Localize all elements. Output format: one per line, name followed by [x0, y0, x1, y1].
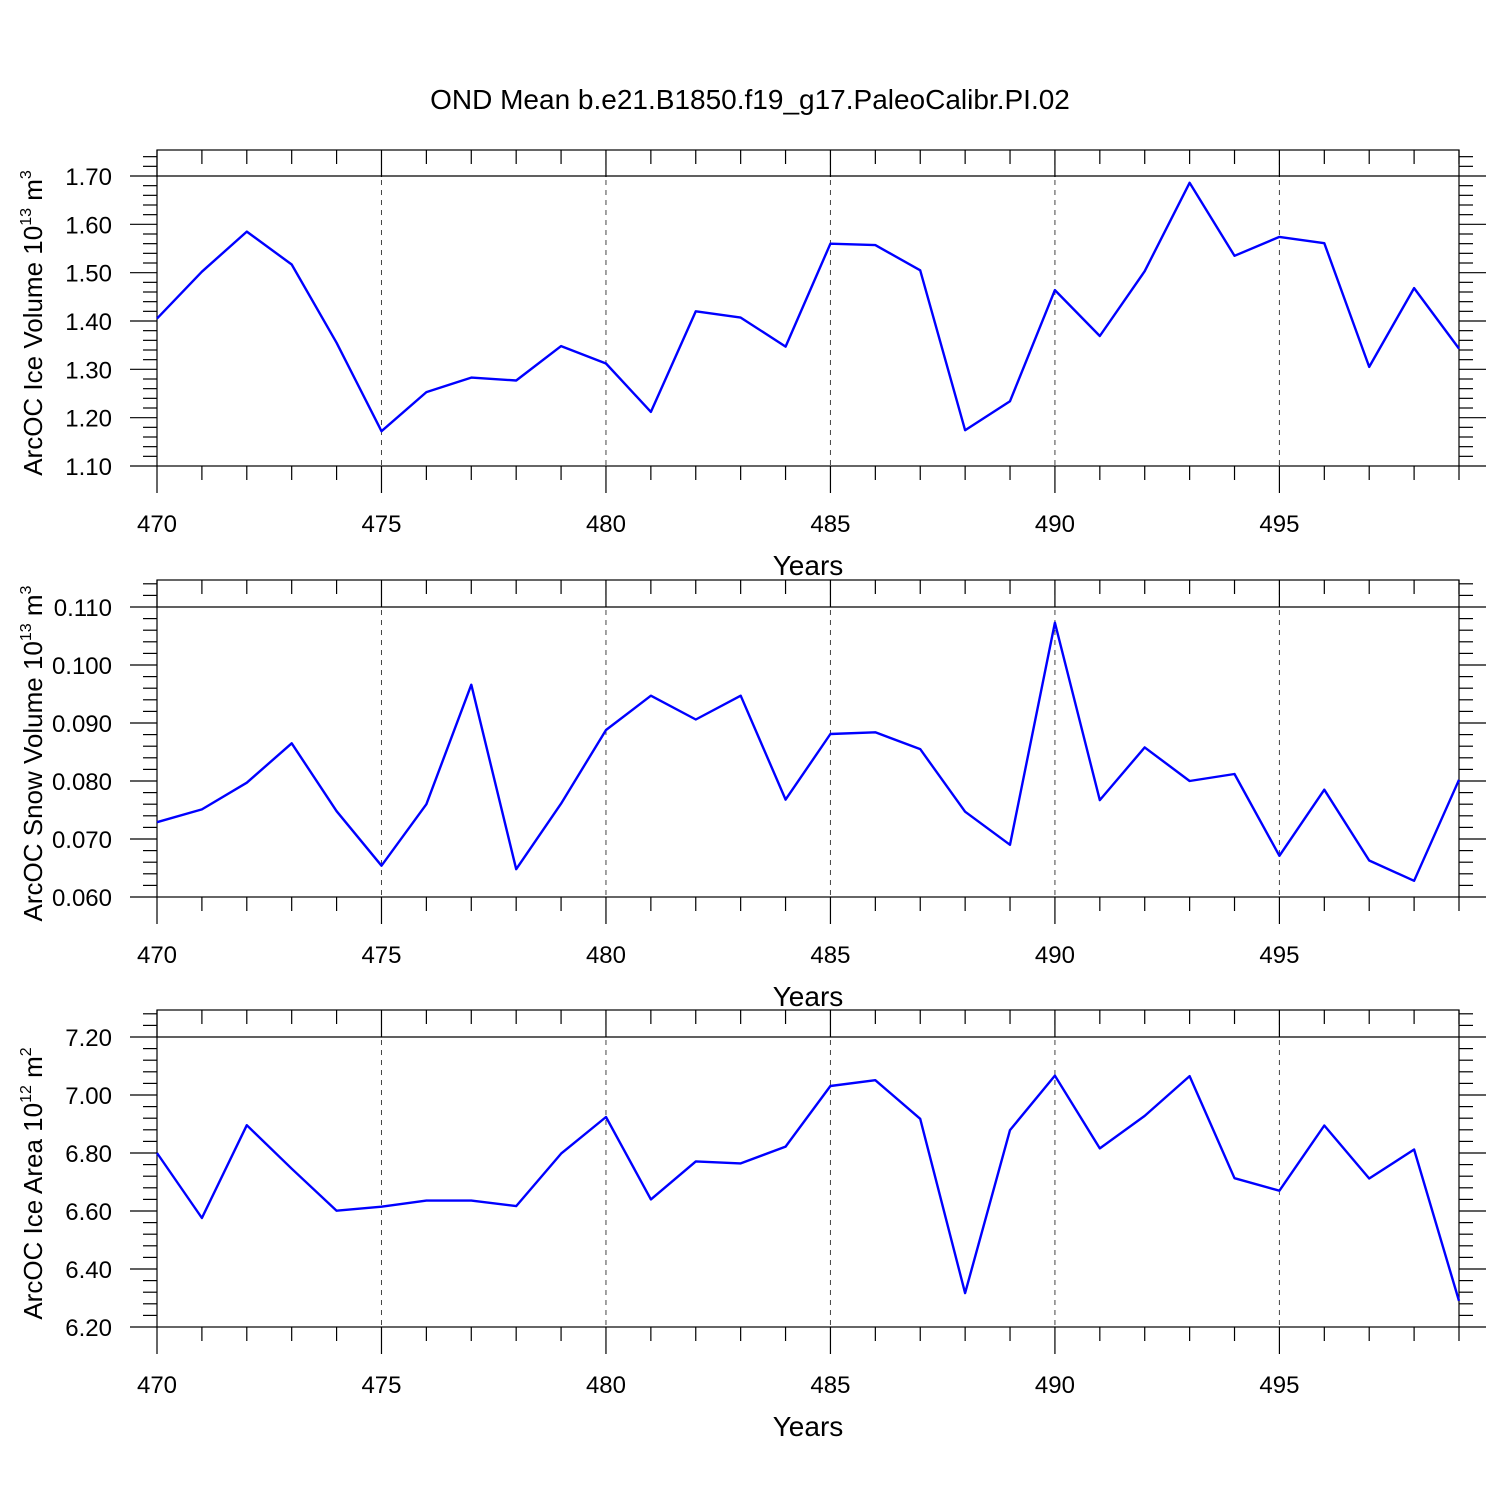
x-tick-label: 485 — [810, 1372, 850, 1399]
x-tick-label: 475 — [361, 1372, 401, 1399]
y-tick-label: 6.20 — [65, 1315, 112, 1342]
y-axis-label-base: ArcOC Ice Area 10 — [18, 1103, 48, 1320]
y-tick-label: 7.00 — [65, 1083, 112, 1110]
y-tick-label: 0.090 — [52, 711, 112, 738]
y-tick-label: 0.110 — [54, 595, 112, 622]
y-tick-label: 1.50 — [65, 261, 112, 288]
plot-frame — [156, 579, 1460, 898]
y-tick-label: 0.080 — [52, 769, 112, 796]
y-tick-label: 7.20 — [65, 1025, 112, 1052]
x-tick-label: 470 — [137, 511, 177, 538]
y-tick-label: 0.100 — [52, 653, 112, 680]
x-axis-label: Years — [773, 981, 844, 1012]
x-axis-label: Years — [773, 550, 844, 581]
plot-frame — [156, 149, 1460, 467]
y-axis-label-base: ArcOC Ice Volume 10 — [18, 226, 48, 476]
x-tick-label: 480 — [586, 1372, 626, 1399]
x-tick-label: 470 — [137, 1372, 177, 1399]
y-axis-label-unit-exponent: 3 — [18, 585, 35, 594]
x-tick-label: 485 — [810, 511, 850, 538]
x-tick-label: 475 — [361, 942, 401, 969]
y-axis-label-unit: m — [18, 179, 48, 208]
panel-ice-volume: 470 475 480 485 490 495 1.10 1.20 1.30 1.40 1.50 1.… — [18, 149, 1486, 581]
series-line-snow-volume — [156, 621, 1461, 882]
y-axis-label-unit-exponent: 2 — [18, 1047, 35, 1056]
y-axis-label-exponent: 13 — [18, 208, 35, 226]
x-tick-label: 480 — [586, 942, 626, 969]
y-tick-label: 0.060 — [52, 885, 112, 912]
y-axis-label-exponent: 12 — [18, 1085, 35, 1103]
x-axis-label: Years — [773, 1411, 844, 1442]
series-line-ice-volume — [156, 181, 1460, 433]
y-tick-label: 6.40 — [65, 1257, 112, 1284]
y-axis-label-base: ArcOC Snow Volume 10 — [18, 641, 48, 921]
y-tick-label: 1.60 — [65, 212, 112, 239]
y-tick-label: 1.70 — [65, 164, 112, 191]
plot-frame — [156, 1009, 1460, 1328]
x-tick-label: 485 — [810, 942, 850, 969]
y-axis-label-exponent: 13 — [18, 623, 35, 641]
series-line-ice-area — [156, 1074, 1461, 1302]
y-tick-label: 1.10 — [65, 454, 112, 481]
y-tick-label: 6.60 — [65, 1199, 112, 1226]
x-tick-label: 480 — [586, 511, 626, 538]
y-axis-label: ArcOC Snow Volume 1013 m3 — [18, 585, 48, 921]
y-tick-label: 1.30 — [65, 357, 112, 384]
y-axis-label-unit: m — [18, 1056, 48, 1085]
y-axis-label-unit-exponent: 3 — [18, 170, 35, 179]
y-axis-label: ArcOC Ice Area 1012 m2 — [18, 1047, 48, 1319]
x-tick-label: 495 — [1259, 511, 1299, 538]
x-tick-label: 490 — [1035, 511, 1075, 538]
panel-snow-volume: 470 475 480 485 490 495 0.060 0.070 0.080 0.090 0.… — [18, 579, 1486, 1012]
y-tick-label: 1.20 — [65, 406, 112, 433]
x-tick-label: 495 — [1259, 1372, 1299, 1399]
y-tick-label: 1.40 — [65, 309, 112, 336]
y-axis-label: ArcOC Ice Volume 1013 m3 — [18, 170, 48, 476]
y-tick-label: 0.070 — [52, 827, 112, 854]
x-tick-label: 475 — [361, 511, 401, 538]
panel-ice-area: 470 475 480 485 490 495 6.20 6.40 6.60 6.80 7.00 7.… — [18, 1009, 1486, 1442]
x-tick-label: 470 — [137, 942, 177, 969]
y-tick-label: 6.80 — [65, 1141, 112, 1168]
x-tick-label: 490 — [1035, 942, 1075, 969]
y-axis-label-unit: m — [18, 594, 48, 623]
chart-title: OND Mean b.e21.B1850.f19_g17.PaleoCalibr… — [430, 84, 1070, 115]
x-tick-label: 495 — [1259, 942, 1299, 969]
x-tick-label: 490 — [1035, 1372, 1075, 1399]
